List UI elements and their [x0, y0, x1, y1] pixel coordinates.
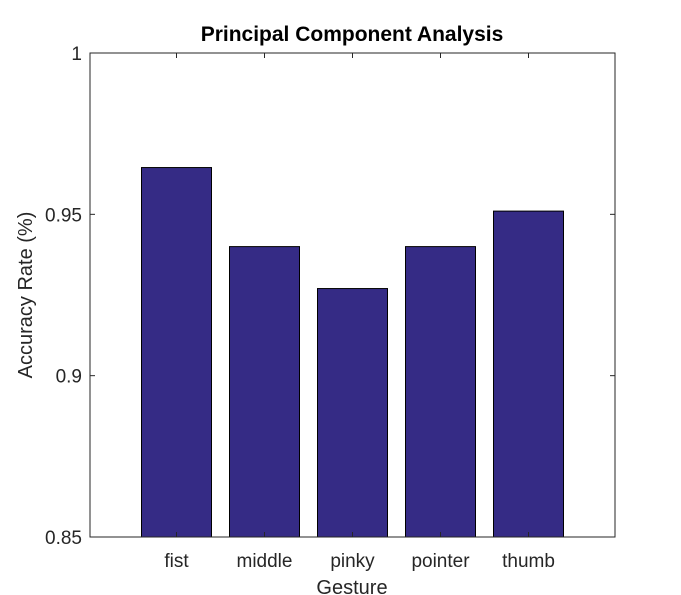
y-tick-label-0: 0.85 [45, 528, 82, 549]
x-tick-label-pinky: pinky [330, 551, 375, 572]
chart-title: Principal Component Analysis [201, 23, 504, 46]
bar-middle [229, 246, 300, 538]
bars [141, 167, 564, 538]
y-tick-label-1: 0.9 [56, 367, 82, 388]
y-axis-label: Accuracy Rate (%) [15, 212, 37, 379]
x-tick-label-middle: middle [237, 551, 293, 572]
x-tick-label-thumb: thumb [502, 551, 555, 572]
x-tick-label-fist: fist [164, 551, 189, 572]
bar-fist [141, 167, 212, 538]
bar-pointer [405, 246, 476, 538]
y-tick-label-2: 0.95 [45, 205, 82, 226]
bar-pinky [317, 288, 388, 538]
bar-thumb [493, 210, 564, 538]
y-ticks: 0.85 0.9 0.95 1 [45, 44, 615, 549]
x-tick-label-pointer: pointer [411, 551, 470, 572]
x-axis-label: Gesture [316, 577, 387, 595]
x-ticks: fist middle pinky pointer thumb [164, 53, 555, 572]
y-tick-label-3: 1 [71, 44, 82, 65]
